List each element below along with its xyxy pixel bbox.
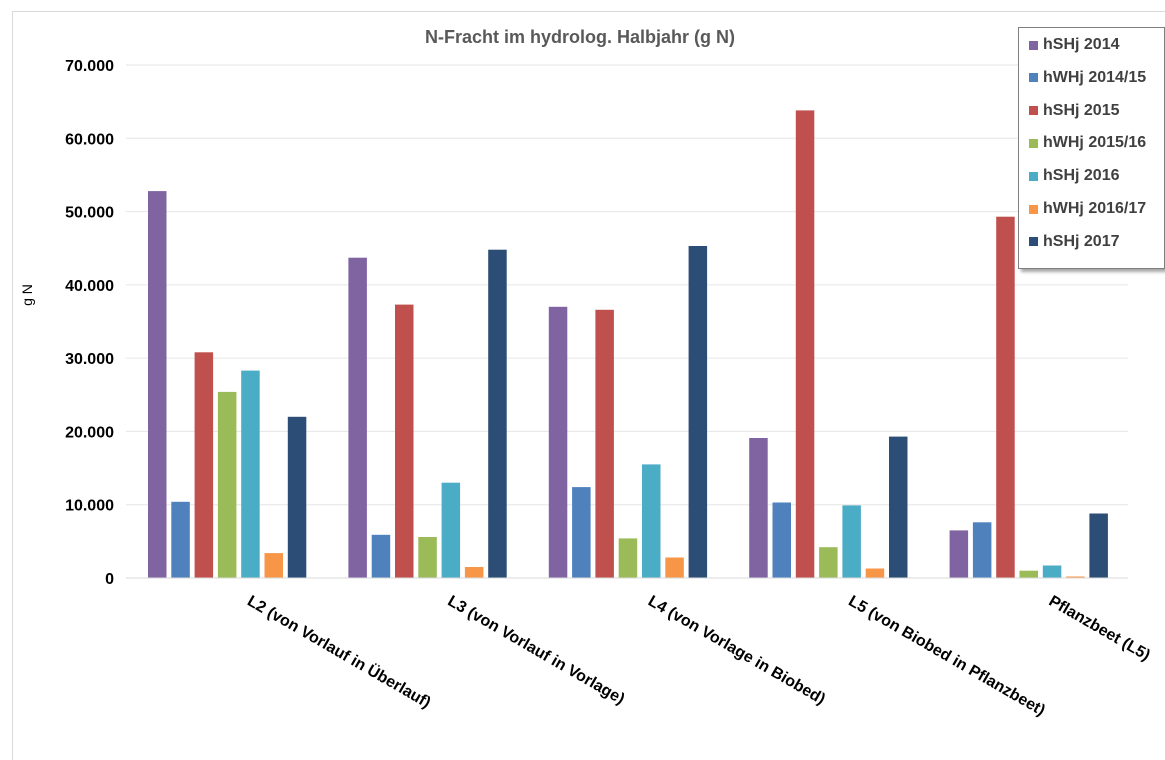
y-axis-title: g N — [19, 284, 35, 306]
legend-item: hWHj 2016/17 — [1029, 199, 1146, 219]
bar — [572, 487, 591, 578]
bar — [264, 553, 283, 578]
y-tick-label: 10.000 — [65, 498, 114, 515]
bar — [865, 568, 885, 578]
bar — [1042, 565, 1062, 578]
bar — [665, 557, 684, 578]
bar — [996, 216, 1015, 578]
legend-swatch — [1029, 73, 1038, 83]
y-tick-label: 70.000 — [65, 58, 114, 75]
bar — [217, 391, 237, 578]
bar — [842, 505, 861, 578]
bar — [241, 370, 260, 578]
x-tick-label: L2 (von Vorlauf in Überlauf) — [244, 591, 434, 712]
y-tick-label: 50.000 — [65, 205, 114, 222]
y-tick-label: 40.000 — [65, 278, 114, 295]
bar — [642, 464, 661, 578]
bar — [371, 534, 391, 578]
bar — [1089, 513, 1108, 578]
legend-item: hSHj 2015 — [1029, 101, 1119, 121]
y-tick-label: 0 — [105, 571, 114, 588]
legend-item: hSHj 2017 — [1029, 232, 1119, 252]
bar — [618, 538, 638, 578]
bar — [148, 191, 167, 578]
bar — [1066, 576, 1085, 578]
bar — [772, 502, 791, 578]
bar — [795, 110, 815, 579]
legend-item: hSHj 2016 — [1029, 166, 1119, 186]
chart-frame — [12, 11, 1165, 760]
legend-label: hWHj 2015/16 — [1043, 134, 1147, 152]
y-tick-label: 20.000 — [65, 424, 114, 441]
bar — [488, 249, 507, 578]
legend-label: hSHj 2017 — [1043, 232, 1120, 250]
legend-label: hSHj 2014 — [1043, 36, 1120, 53]
bar — [441, 482, 461, 578]
bar — [171, 501, 190, 578]
x-tick-label: L4 (von Vorlage in Biobed) — [645, 593, 828, 708]
chart-title: N-Fracht im hydrolog. Halbjahr (g N) — [425, 27, 735, 47]
bar — [395, 304, 414, 578]
bar — [1019, 570, 1038, 578]
legend-label: hSHj 2016 — [1043, 167, 1120, 185]
legend-swatch — [1029, 138, 1038, 148]
legend-swatch — [1029, 237, 1038, 247]
bar — [418, 537, 437, 578]
bar — [688, 246, 708, 578]
legend-label: hWHj 2016/17 — [1043, 200, 1147, 217]
legend-swatch — [1029, 204, 1038, 214]
bar — [194, 352, 214, 578]
legend-label: hSHj 2015 — [1043, 101, 1120, 119]
y-tick-label: 30.000 — [65, 351, 114, 368]
bar — [749, 438, 768, 578]
bar — [464, 567, 484, 578]
legend-item: hWHj 2015/16 — [1029, 133, 1146, 153]
x-tick-label: Pflanzbeet (L5) — [1046, 593, 1153, 665]
bar — [287, 416, 307, 578]
bar — [595, 309, 614, 578]
bar — [949, 530, 969, 578]
bar — [889, 436, 908, 578]
bar — [972, 522, 992, 578]
legend-item: hSHj 2014 — [1029, 35, 1119, 55]
x-tick-label: L5 (von Biobed in Pflanzbeet) — [845, 593, 1048, 720]
bar — [348, 257, 367, 578]
legend-item: hWHj 2014/15 — [1029, 68, 1146, 88]
legend-label: hWHj 2014/15 — [1043, 68, 1147, 86]
legend-swatch — [1029, 106, 1038, 116]
legend: hSHj 2014 hWHj 2014/15 hSHj 2015 hWHj 2015/… — [1018, 27, 1165, 269]
legend-swatch — [1029, 40, 1038, 50]
y-tick-label: 60.000 — [65, 131, 114, 148]
legend-swatch — [1029, 171, 1038, 181]
x-tick-label: L3 (von Vorlauf in Vorlage) — [445, 593, 628, 708]
bar — [548, 306, 568, 578]
bar — [819, 547, 838, 578]
